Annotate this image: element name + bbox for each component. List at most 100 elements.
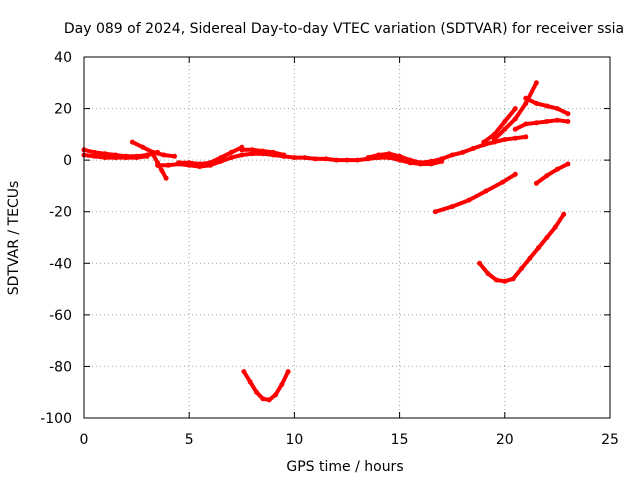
data-point — [565, 111, 571, 117]
data-point — [552, 224, 558, 230]
data-point — [260, 148, 266, 154]
data-point — [197, 161, 203, 167]
data-point — [483, 188, 489, 194]
data-point — [273, 392, 278, 398]
data-point — [477, 260, 483, 266]
data-point — [544, 235, 550, 240]
grid-layer — [84, 57, 610, 418]
data-track-17 — [534, 162, 570, 186]
data-point — [502, 126, 508, 132]
data-point — [523, 134, 529, 140]
data-point — [533, 80, 539, 86]
data-point — [533, 100, 539, 106]
data-point — [92, 153, 97, 159]
data-point — [554, 106, 560, 112]
data-point — [418, 160, 424, 166]
data-point — [291, 155, 297, 161]
data-point — [161, 152, 167, 158]
chart-title: Day 089 of 2024, Sidereal Day-to-day VTE… — [64, 21, 624, 37]
data-point — [561, 211, 567, 217]
data-layer — [81, 80, 571, 403]
data-point — [247, 379, 253, 385]
data-point — [266, 397, 272, 403]
data-point — [512, 116, 518, 122]
data-point — [512, 135, 518, 141]
data-point — [544, 103, 550, 109]
data-point — [428, 158, 434, 164]
data-point — [533, 120, 539, 126]
data-point — [527, 255, 533, 261]
y-tick-label: 0 — [63, 153, 72, 169]
data-point — [544, 119, 550, 124]
data-point — [407, 160, 413, 166]
data-point — [510, 276, 516, 282]
data-point — [512, 126, 518, 132]
y-axis-label: SDTVAR / TECUs — [6, 181, 22, 296]
data-point — [239, 152, 245, 158]
data-point — [134, 155, 140, 161]
data-point — [323, 156, 329, 162]
y-tick-label: -40 — [49, 256, 72, 272]
data-point — [140, 144, 146, 150]
y-tick-label: -20 — [49, 205, 72, 221]
data-point — [165, 162, 171, 168]
data-point — [302, 155, 308, 161]
data-point — [102, 155, 108, 161]
data-point — [159, 168, 165, 173]
tick-layer: 0 5 10 15 20 25 -100 -80 -60 -40 -20 0 20 40 — [40, 50, 619, 448]
data-point — [491, 137, 497, 142]
data-point — [397, 153, 403, 159]
data-point — [512, 106, 518, 112]
data-point — [176, 160, 182, 166]
data-point — [565, 161, 571, 167]
data-point — [481, 139, 487, 145]
data-point — [432, 209, 438, 215]
data-point — [249, 147, 255, 153]
x-tick-label: 20 — [496, 432, 514, 448]
data-point — [470, 146, 476, 151]
y-tick-label: -60 — [49, 308, 72, 324]
data-point — [493, 277, 499, 283]
data-point — [150, 152, 156, 158]
x-tick-label: 15 — [391, 432, 409, 448]
data-point — [365, 155, 371, 161]
data-point — [92, 149, 97, 155]
data-point — [460, 149, 466, 155]
data-point — [500, 179, 506, 185]
data-point — [523, 121, 529, 127]
data-point — [523, 100, 529, 106]
data-point — [523, 95, 529, 101]
data-point — [113, 155, 119, 161]
data-point — [485, 271, 491, 277]
data-point — [144, 153, 150, 159]
data-point — [129, 139, 135, 145]
data-point — [207, 160, 213, 166]
data-point — [228, 149, 234, 155]
data-point — [186, 160, 192, 166]
data-point — [123, 155, 129, 161]
data-point — [344, 157, 350, 163]
y-tick-label: -100 — [40, 411, 72, 427]
data-point — [355, 157, 360, 163]
data-point — [466, 197, 472, 203]
x-tick-label: 5 — [185, 432, 194, 448]
y-tick-label: -80 — [49, 359, 72, 375]
data-point — [544, 173, 550, 179]
data-point — [449, 152, 455, 158]
data-point — [155, 162, 161, 168]
data-point — [519, 265, 525, 271]
plot-frame — [83, 56, 611, 419]
data-point — [554, 117, 560, 123]
data-point — [312, 156, 318, 162]
data-point — [260, 396, 266, 402]
data-point — [554, 166, 560, 172]
data-point — [439, 156, 445, 162]
data-point — [334, 157, 339, 163]
data-point — [449, 204, 455, 210]
data-point — [163, 175, 169, 181]
data-point — [502, 278, 508, 284]
data-point — [281, 153, 287, 159]
data-point — [386, 155, 392, 161]
